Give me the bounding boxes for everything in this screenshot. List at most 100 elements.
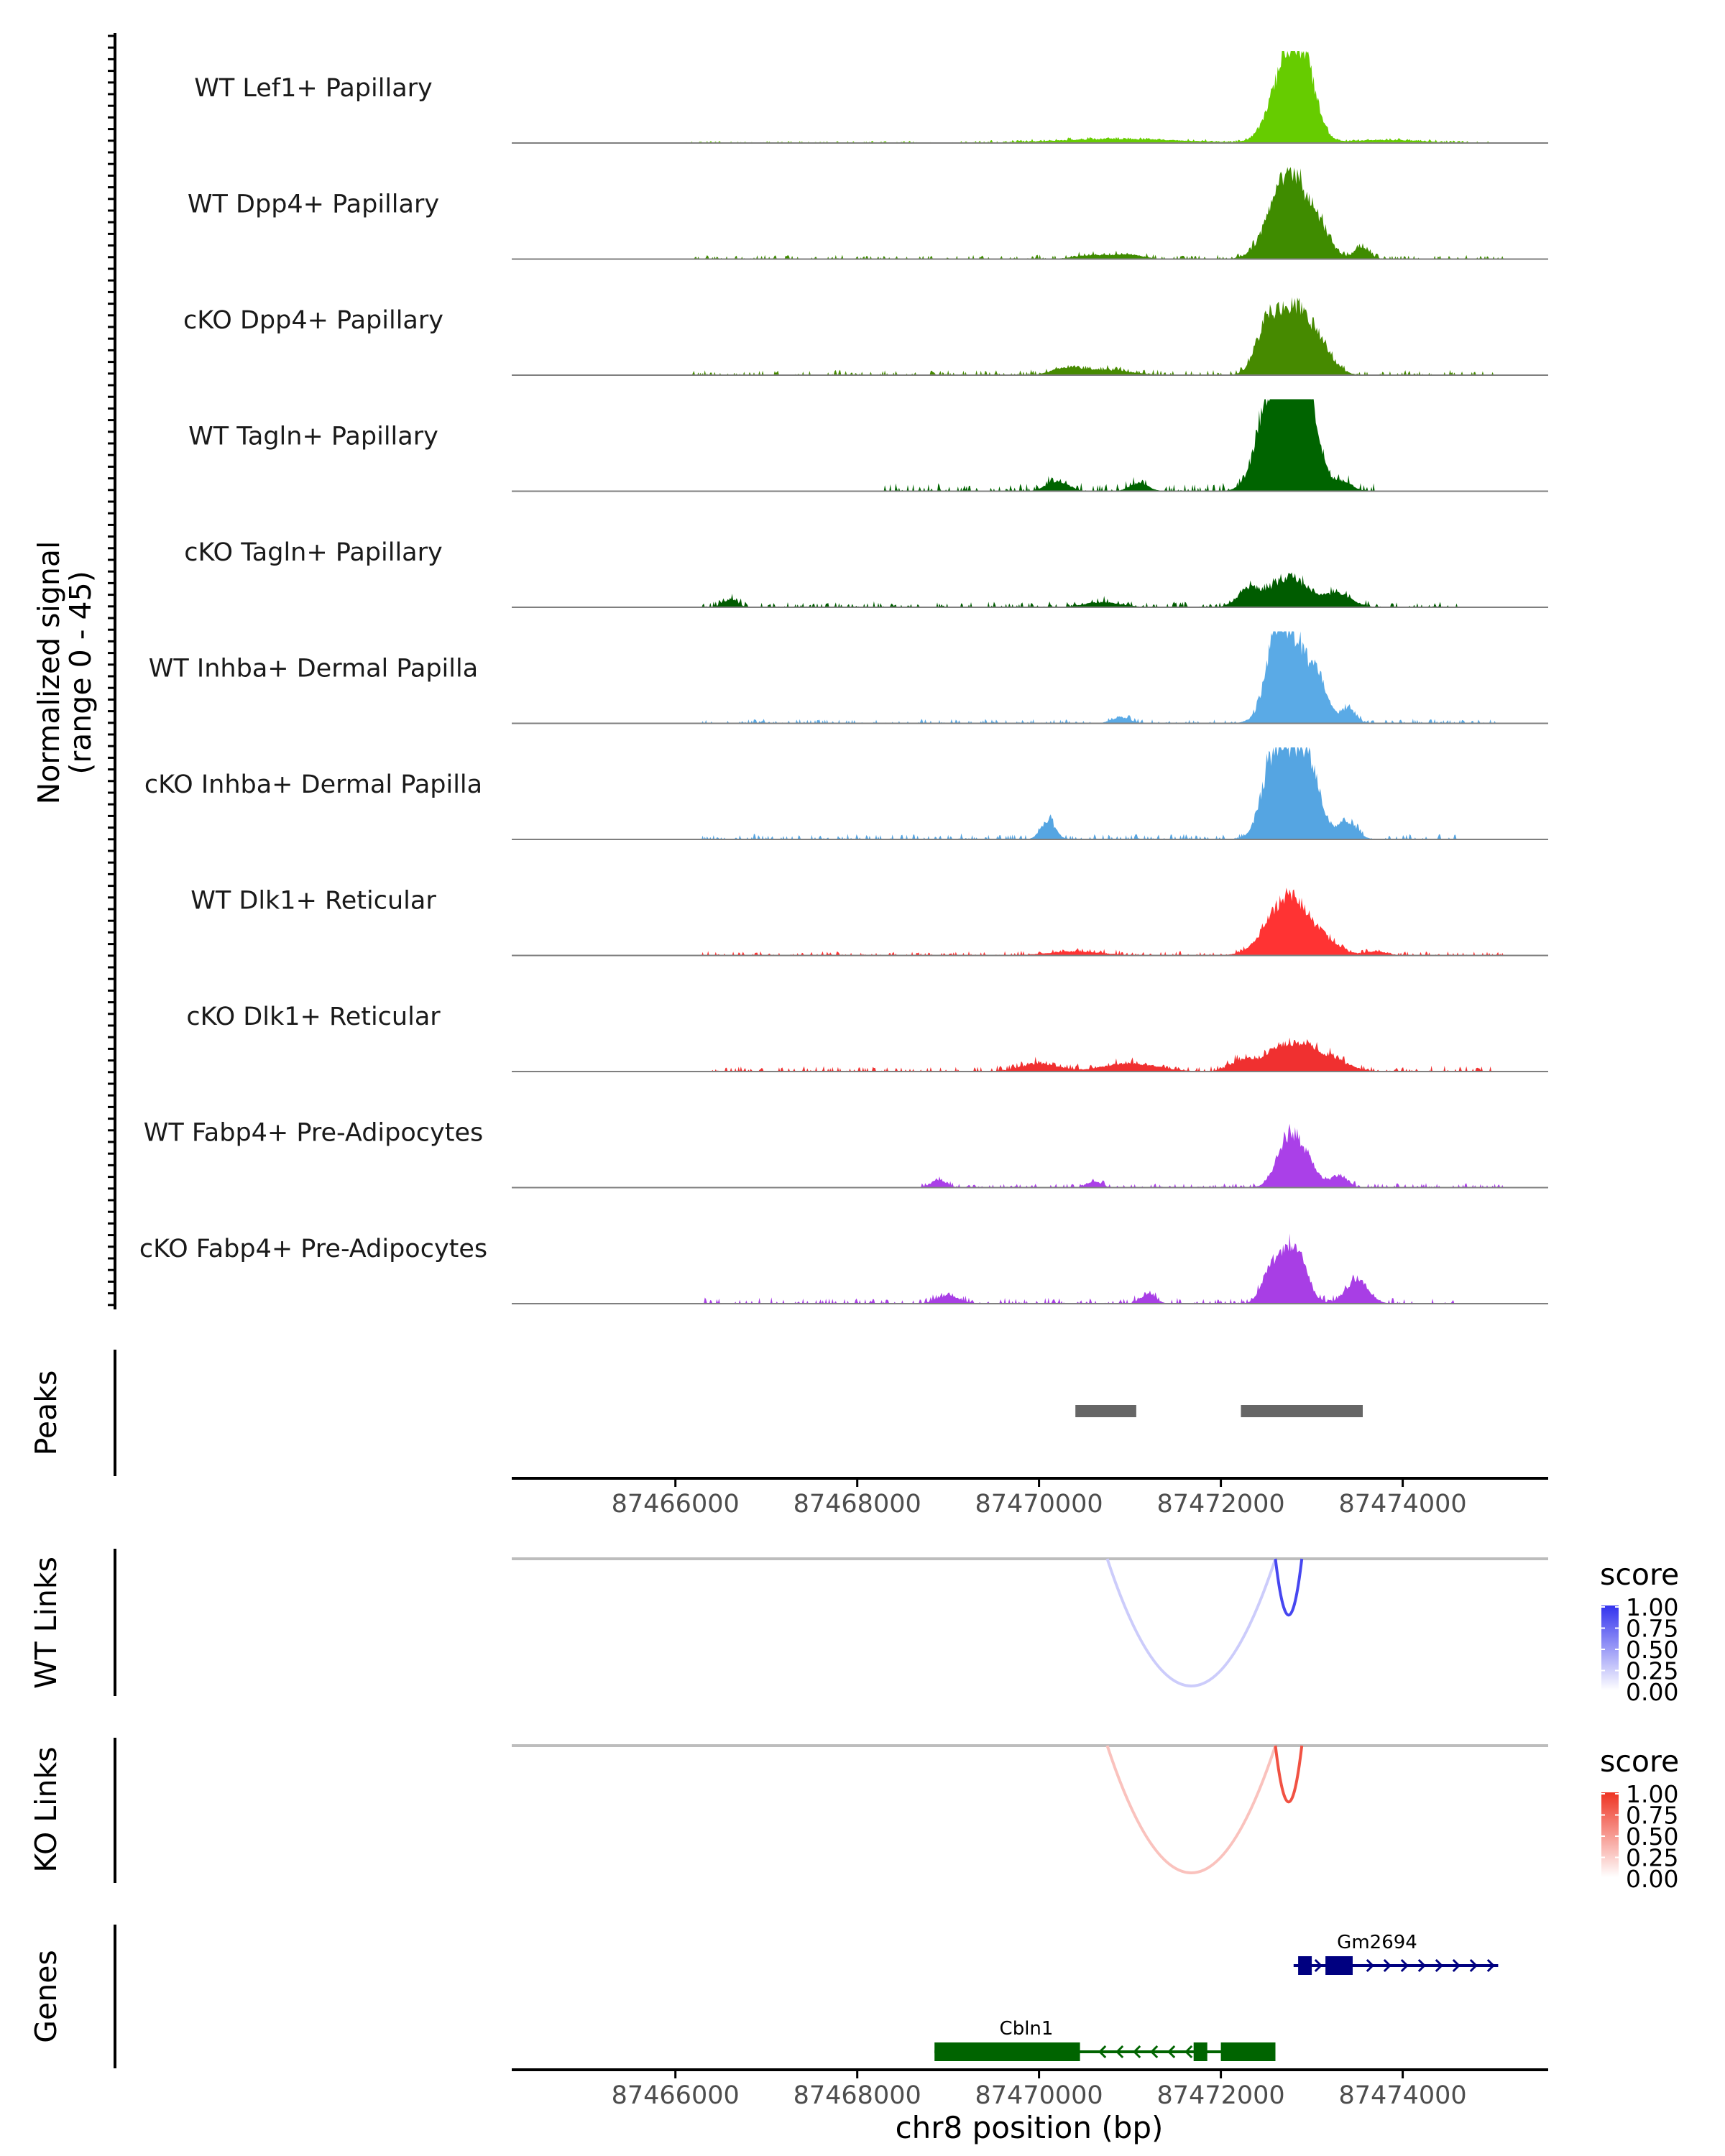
coverage-ylabel-line1: Normalized signal — [32, 541, 66, 805]
legend-tick-label: 1.00 — [1626, 1593, 1678, 1621]
wt-colorbar — [1601, 1606, 1619, 1690]
coverage-track: WT Fabp4+ Pre-Adipocytes — [144, 1119, 1548, 1189]
coverage-area — [512, 572, 1548, 607]
coverage-track-label: WT Dpp4+ Papillary — [188, 190, 439, 219]
peak-interval — [1241, 1405, 1363, 1417]
wt-legend-ticks: 1.000.750.500.250.00 — [1601, 1593, 1678, 1706]
legend-tick-label: 0.75 — [1626, 1802, 1678, 1830]
x-tick-label: 87472000 — [1157, 2081, 1285, 2110]
strand-arrow — [1469, 1958, 1478, 1973]
strand-arrow — [1098, 2045, 1107, 2059]
coverage-track-label: cKO Fabp4+ Pre-Adipocytes — [139, 1235, 487, 1263]
x-tick-label: 87466000 — [612, 2081, 740, 2110]
coverage-y-ticks — [108, 34, 115, 1307]
coverage-panel: Normalized signal (range 0 - 45) WT Lef1… — [32, 33, 1548, 1309]
coverage-track: cKO Fabp4+ Pre-Adipocytes — [139, 1233, 1548, 1304]
strand-arrow — [1452, 1958, 1460, 1973]
coverage-area — [512, 399, 1548, 492]
coverage-track: cKO Tagln+ Papillary — [184, 538, 1548, 608]
coverage-track: WT Dpp4+ Papillary — [188, 167, 1548, 260]
ko-links-legend: score 1.000.750.500.250.00 — [1600, 1744, 1679, 1893]
peak-interval — [1075, 1405, 1136, 1417]
strand-arrow — [1167, 2045, 1176, 2059]
coverage-area — [512, 297, 1548, 375]
legend-tick-label: 1.00 — [1626, 1780, 1678, 1808]
coverage-track: WT Inhba+ Dermal Papilla — [149, 631, 1548, 724]
genes-x-ticks: 87466000 87468000 87470000 87472000 87474000 — [612, 2070, 1467, 2110]
coverage-track: WT Lef1+ Papillary — [194, 51, 1548, 144]
coverage-track: WT Tagln+ Papillary — [188, 399, 1548, 492]
strand-arrow — [1435, 1958, 1443, 1973]
peak-intervals — [1075, 1405, 1363, 1417]
x-tick-label: 87468000 — [794, 1490, 921, 1519]
coverage-track-label: WT Dlk1+ Reticular — [190, 887, 436, 916]
coverage-track-label: cKO Tagln+ Papillary — [184, 538, 443, 567]
coverage-tracks: WT Lef1+ Papillary WT Dpp4+ Papillary cKO … — [139, 51, 1548, 1304]
link-arc — [1105, 1558, 1277, 1687]
strand-arrow — [1417, 1958, 1426, 1973]
legend-tick-label: 0.25 — [1626, 1844, 1678, 1872]
strand-arrow — [1314, 1958, 1322, 1973]
peaks-x-ticks: 87466000 87468000 87470000 87472000 87474000 — [612, 1478, 1467, 1519]
coverage-area — [512, 888, 1548, 956]
coverage-track-label: WT Tagln+ Papillary — [188, 423, 438, 451]
gene-model: Gm2694 — [1293, 1932, 1499, 1975]
x-tick-label: 87472000 — [1157, 1490, 1285, 1519]
coverage-area — [512, 51, 1548, 143]
strand-arrow — [1184, 2045, 1193, 2059]
gene-exon — [1220, 2042, 1276, 2061]
legend-tick-label: 0.75 — [1626, 1615, 1678, 1643]
x-tick-label: 87474000 — [1339, 1490, 1467, 1519]
strand-arrow — [1383, 1958, 1392, 1973]
coverage-track: cKO Dlk1+ Reticular — [186, 1003, 1548, 1072]
wt-link-arcs — [1105, 1558, 1304, 1687]
wt-links-legend: score 1.000.750.500.250.00 — [1600, 1557, 1679, 1706]
strand-arrow — [1400, 1958, 1409, 1973]
wt-links-label: WT Links — [29, 1557, 63, 1689]
strand-arrow — [1366, 1958, 1374, 1973]
wt-legend-title: score — [1600, 1557, 1679, 1592]
coverage-track: cKO Dpp4+ Papillary — [183, 297, 1548, 376]
coverage-track: WT Dlk1+ Reticular — [190, 887, 1548, 957]
link-arc — [1274, 1558, 1304, 1617]
wt-links-panel: WT Links score 1.000.750.500.250.00 — [29, 1549, 1679, 1706]
coverage-area — [512, 167, 1548, 259]
ko-links-label: KO Links — [29, 1746, 63, 1872]
x-tick-label: 87474000 — [1339, 2081, 1467, 2110]
peaks-track-label: Peaks — [29, 1370, 63, 1456]
coverage-track-label: cKO Dpp4+ Papillary — [183, 306, 443, 335]
ko-links-panel: KO Links score 1.000.750.500.250.00 — [29, 1738, 1679, 1893]
coverage-track: cKO Inhba+ Dermal Papilla — [144, 747, 1548, 840]
legend-tick-label: 0.50 — [1626, 1823, 1678, 1851]
x-tick-label: 87468000 — [794, 2081, 921, 2110]
coverage-track-label: cKO Inhba+ Dermal Papilla — [144, 770, 482, 799]
genes-panel: Genes Gm2694 Cbln1 87466000 87468000 874700… — [29, 1925, 1548, 2145]
coverage-track-label: cKO Dlk1+ Reticular — [186, 1003, 441, 1031]
ko-legend-ticks: 1.000.750.500.250.00 — [1601, 1780, 1678, 1893]
strand-arrow — [1116, 2045, 1124, 2059]
coverage-area — [512, 1037, 1548, 1072]
legend-tick-label: 0.50 — [1626, 1636, 1678, 1664]
gene-exon — [1325, 1956, 1353, 1975]
coverage-area — [512, 747, 1548, 839]
strand-arrow — [1133, 2045, 1141, 2059]
legend-tick-label: 0.25 — [1626, 1657, 1678, 1685]
peaks-panel: Peaks 87466000 87468000 87470000 87472000 87… — [29, 1350, 1548, 1519]
ko-legend-title: score — [1600, 1744, 1679, 1779]
coverage-area — [512, 1123, 1548, 1188]
gene-models: Gm2694 Cbln1 — [934, 1932, 1499, 2061]
gene-name-label: Gm2694 — [1337, 1932, 1417, 1953]
gene-model: Cbln1 — [934, 2018, 1276, 2061]
gene-exon — [934, 2042, 1080, 2061]
gene-exon — [1298, 1956, 1312, 1975]
ko-link-arcs — [1105, 1745, 1304, 1874]
gene-name-label: Cbln1 — [1000, 2018, 1054, 2040]
legend-tick-label: 0.00 — [1626, 1865, 1678, 1893]
gene-exon — [1193, 2042, 1208, 2061]
coverage-area — [512, 631, 1548, 724]
ko-colorbar — [1601, 1792, 1619, 1877]
coverage-track-label: WT Inhba+ Dermal Papilla — [149, 655, 478, 683]
coverage-track-label: WT Fabp4+ Pre-Adipocytes — [144, 1119, 483, 1148]
link-arc — [1274, 1745, 1304, 1804]
